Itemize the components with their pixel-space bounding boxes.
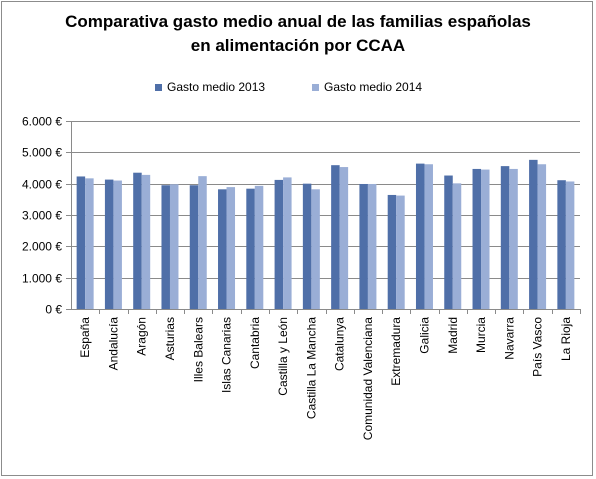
y-tick-label: 6.000 € [22,115,62,129]
category-label: Madrid [446,317,460,354]
bar-series-1 [104,179,114,309]
category-label: La Rioja [559,317,573,361]
axes [66,121,581,314]
legend: Gasto medio 2013 Gasto medio 2014 [155,80,422,94]
bar-series-2 [367,183,377,309]
bar-series-1 [387,194,397,309]
y-tick-label: 3.000 € [22,209,62,223]
category-label: Illes Balears [191,317,205,382]
bar-series-1 [189,185,199,309]
category-label: Navarra [502,317,516,360]
category-label: País Vasco [531,317,545,377]
bar-series-1 [302,183,312,309]
bar-series-2 [311,189,320,309]
legend-swatch [312,84,319,91]
y-tick-label: 5.000 € [22,146,62,160]
bar-series-1 [133,172,142,309]
y-axis-tick-labels: 0 € 1.000 € 2.000 € 3.000 € 4.000 € 5.000 € 6.… [22,115,62,317]
bar-series-2 [198,176,207,309]
category-label: Castilla y León [276,317,290,396]
category-labels: España Andalucía Aragón Asturias Illes Balea… [78,317,573,441]
chart-title-line-2: en alimentación por CCAA [190,36,406,55]
bar-series-1 [444,175,453,309]
legend-swatch [155,84,162,91]
bar-series-1 [529,159,538,309]
bar-series-2 [396,195,405,309]
category-label: Cantabria [248,317,262,369]
y-tick-label: 4.000 € [22,178,62,192]
bar-series-1 [246,188,255,309]
bar-series-2 [283,177,292,309]
bar-series-2 [565,181,575,309]
bar-series-1 [161,185,170,309]
bar-series-2 [113,180,122,309]
bar-series-2 [254,185,264,309]
chart-title: Comparativa gasto medio anual de las fam… [2,10,594,58]
bar-series-1 [557,180,566,309]
category-label: España [78,317,92,358]
category-label: Asturias [163,317,177,360]
bar-series-1 [274,179,284,309]
bar-series-2 [452,183,462,309]
bar-series-2 [339,167,349,309]
category-label: Extremadura [389,317,403,386]
legend-label: Gasto medio 2014 [324,80,422,94]
category-label: Catalunya [333,317,347,371]
bar-series-2 [169,184,179,309]
bar-series-1 [359,183,368,309]
bar-series-2 [141,174,151,309]
category-label: Islas Canarias [220,317,234,393]
category-label: Galicia [417,317,431,354]
bar-series-1 [218,189,227,309]
bar-series-2 [509,168,518,309]
category-label: Comunidad Valenciana [361,317,375,441]
bar-series-2 [537,164,547,309]
bar-series-2 [226,187,236,309]
bar-series-2 [424,164,433,309]
bars [76,159,575,309]
category-label: Castilla La Mancha [304,317,318,419]
category-label: Andalucía [106,317,120,371]
chart-title-line-1: Comparativa gasto medio anual de las fam… [65,12,531,31]
y-tick-label: 2.000 € [22,240,62,254]
bar-series-1 [500,166,510,309]
bar-series-1 [331,165,340,309]
legend-label: Gasto medio 2013 [167,80,265,94]
category-label: Aragón [135,317,149,356]
y-tick-label: 0 € [45,303,62,317]
y-tick-label: 1.000 € [22,272,62,286]
bar-series-1 [472,168,482,309]
gridlines [71,121,580,279]
category-label: Murcia [474,317,488,353]
bar-series-2 [85,178,94,309]
bar-series-1 [415,163,425,309]
bar-series-2 [481,169,490,309]
bar-series-1 [76,176,86,309]
